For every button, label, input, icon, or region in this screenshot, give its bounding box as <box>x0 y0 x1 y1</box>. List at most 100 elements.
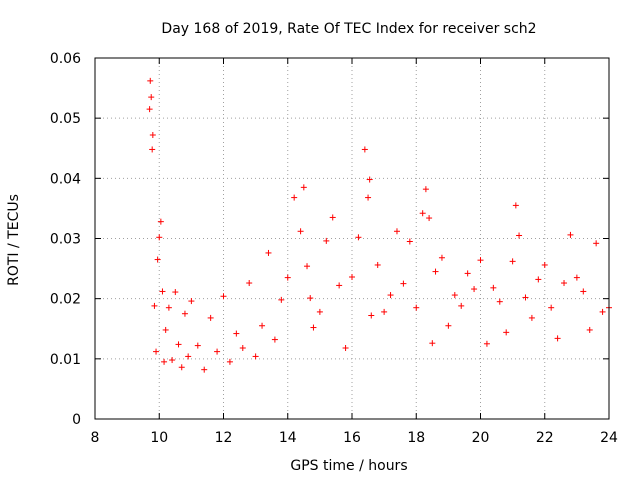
data-point <box>593 240 600 247</box>
data-point <box>162 326 169 333</box>
x-tick-label: 10 <box>150 430 168 446</box>
data-point <box>278 296 285 303</box>
data-point <box>220 293 227 300</box>
data-point <box>419 210 426 217</box>
data-point <box>458 302 465 309</box>
data-point <box>580 288 587 295</box>
data-point <box>265 249 272 256</box>
data-point <box>445 322 452 329</box>
data-point <box>185 353 192 360</box>
data-point <box>151 302 158 309</box>
y-tick-labels: 0 0.01 0.02 0.03 0.04 0.05 0.06 <box>50 51 81 428</box>
data-point <box>252 353 259 360</box>
data-point <box>161 358 168 365</box>
y-tick-label: 0.05 <box>50 111 81 127</box>
data-point <box>512 202 519 209</box>
data-point <box>528 314 535 321</box>
y-axis-label: ROTI / TECUs <box>6 194 22 286</box>
data-point <box>541 261 548 268</box>
data-point <box>148 94 155 101</box>
data-point <box>304 263 311 270</box>
data-point <box>342 345 349 352</box>
data-point <box>503 329 510 336</box>
data-point <box>387 292 394 299</box>
data-point <box>297 228 304 235</box>
data-point <box>316 308 323 315</box>
x-tick-label: 20 <box>472 430 490 446</box>
data-point <box>153 348 160 355</box>
data-point <box>207 314 214 321</box>
data-point <box>438 254 445 261</box>
data-point <box>374 261 381 268</box>
data-point <box>573 274 580 281</box>
data-point <box>154 256 161 263</box>
data-point <box>490 284 497 291</box>
data-point <box>188 298 195 305</box>
data-point <box>291 194 298 201</box>
data-point <box>368 312 375 319</box>
data-point <box>429 340 436 347</box>
data-point <box>310 324 317 331</box>
data-point <box>329 214 336 221</box>
data-point <box>201 366 208 373</box>
data-point <box>406 238 413 245</box>
data-point <box>271 336 278 343</box>
x-tick-label: 22 <box>536 430 554 446</box>
data-point <box>548 304 555 311</box>
data-points <box>146 77 612 373</box>
data-point <box>451 292 458 299</box>
x-axis-label: GPS time / hours <box>290 458 407 474</box>
x-tick-label: 12 <box>215 430 233 446</box>
data-point <box>361 146 368 153</box>
data-point <box>323 237 330 244</box>
y-tick-label: 0.04 <box>50 171 81 187</box>
data-point <box>172 289 179 296</box>
data-point <box>214 348 221 355</box>
y-tick-label: 0.02 <box>50 292 81 308</box>
data-point <box>300 184 307 191</box>
data-point <box>599 308 606 315</box>
data-point <box>149 132 156 139</box>
data-point <box>159 288 166 295</box>
grid-lines <box>95 58 609 419</box>
data-point <box>284 274 291 281</box>
data-point <box>381 308 388 315</box>
x-tick-label: 8 <box>91 430 100 446</box>
chart-title: Day 168 of 2019, Rate Of TEC Index for r… <box>161 21 536 37</box>
data-point <box>422 186 429 193</box>
data-point <box>366 176 373 183</box>
data-point <box>246 280 253 287</box>
data-point <box>239 345 246 352</box>
data-point <box>471 286 478 293</box>
x-tick-label: 14 <box>279 430 297 446</box>
data-point <box>522 294 529 301</box>
data-point <box>149 146 156 153</box>
data-point <box>147 77 154 84</box>
data-point <box>349 274 355 281</box>
data-point <box>509 258 516 265</box>
data-point <box>336 282 343 289</box>
axis-ticks <box>94 57 610 420</box>
data-point <box>157 218 164 225</box>
data-point <box>464 270 471 277</box>
data-point <box>477 257 484 264</box>
data-point <box>426 215 433 222</box>
data-point <box>535 276 542 283</box>
data-point <box>178 364 185 371</box>
data-point <box>413 304 420 311</box>
data-point <box>393 228 400 235</box>
data-point <box>496 298 503 305</box>
data-point <box>156 234 163 241</box>
x-tick-label: 18 <box>407 430 425 446</box>
data-point <box>307 295 314 302</box>
x-tick-labels: 8 10 12 14 16 18 20 22 24 <box>91 430 618 446</box>
data-point <box>169 357 176 364</box>
x-tick-label: 16 <box>343 430 361 446</box>
y-tick-label: 0.06 <box>50 51 81 67</box>
data-point <box>175 341 182 348</box>
data-point <box>516 232 523 239</box>
data-point <box>400 280 407 287</box>
y-tick-label: 0.01 <box>50 352 81 368</box>
data-point <box>567 231 574 238</box>
